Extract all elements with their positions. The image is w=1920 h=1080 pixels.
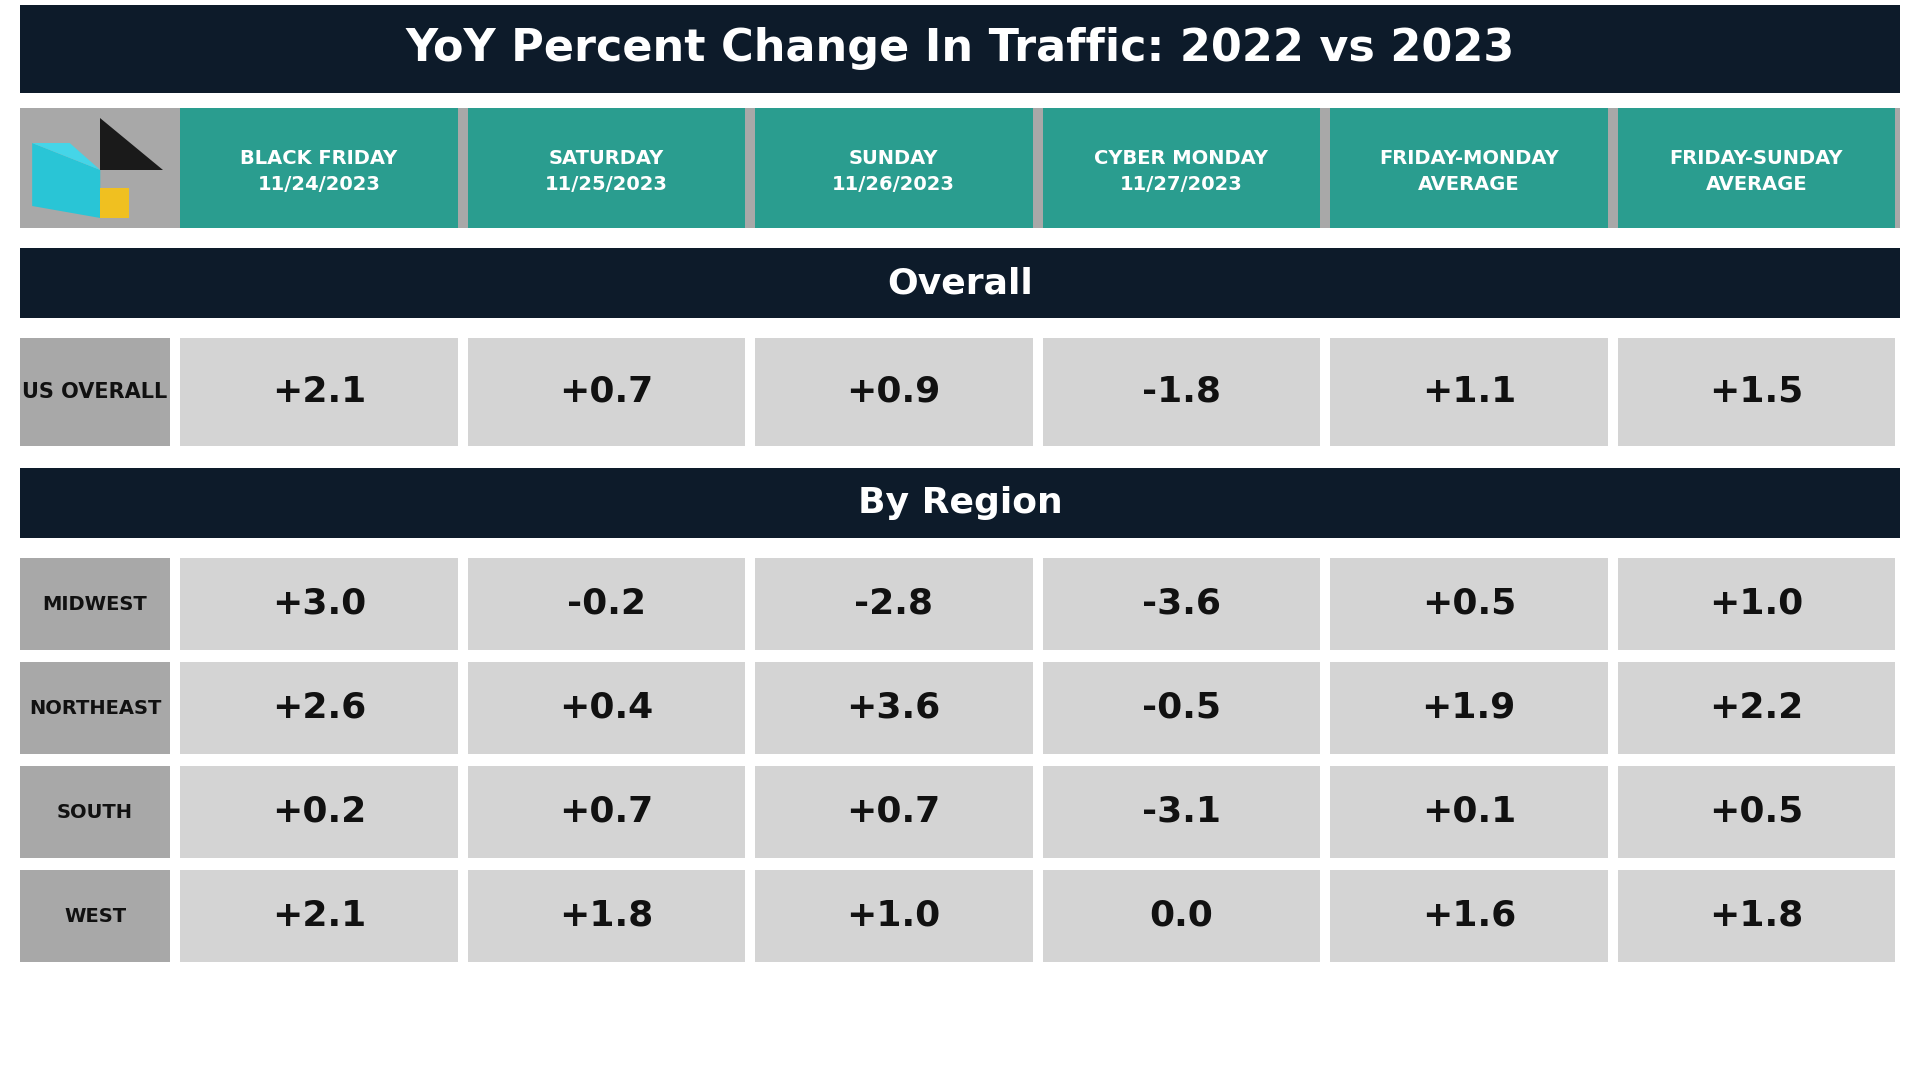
Text: +1.1: +1.1 <box>1421 375 1517 409</box>
Text: +1.8: +1.8 <box>1709 899 1803 933</box>
Bar <box>180 662 457 754</box>
Text: MIDWEST: MIDWEST <box>42 594 148 613</box>
Bar <box>467 870 745 962</box>
Polygon shape <box>100 118 163 170</box>
Text: +2.1: +2.1 <box>271 899 367 933</box>
Text: +2.2: +2.2 <box>1709 691 1803 725</box>
Text: SUNDAY: SUNDAY <box>849 148 939 167</box>
Text: -3.6: -3.6 <box>1142 588 1221 621</box>
Text: +0.7: +0.7 <box>847 795 941 829</box>
Text: +2.1: +2.1 <box>271 375 367 409</box>
Text: +0.4: +0.4 <box>559 691 653 725</box>
Bar <box>1617 108 1895 228</box>
Bar <box>1043 870 1321 962</box>
Text: +1.0: +1.0 <box>847 899 941 933</box>
Bar <box>1617 338 1895 446</box>
Bar <box>755 338 1033 446</box>
Bar <box>467 766 745 858</box>
Bar <box>19 558 171 650</box>
Bar <box>1043 558 1321 650</box>
Text: WEST: WEST <box>63 906 127 926</box>
Bar <box>1617 766 1895 858</box>
Bar <box>467 338 745 446</box>
Text: BLACK FRIDAY: BLACK FRIDAY <box>240 148 397 167</box>
Bar <box>1043 338 1321 446</box>
Bar <box>1043 662 1321 754</box>
Text: +3.6: +3.6 <box>847 691 941 725</box>
Text: Overall: Overall <box>887 266 1033 300</box>
Bar <box>1331 108 1607 228</box>
Bar <box>19 870 171 962</box>
Polygon shape <box>100 188 129 218</box>
Bar <box>467 108 745 228</box>
Bar <box>1043 108 1321 228</box>
Text: +1.5: +1.5 <box>1709 375 1803 409</box>
Text: -0.2: -0.2 <box>566 588 645 621</box>
Text: +1.0: +1.0 <box>1709 588 1803 621</box>
Text: -0.5: -0.5 <box>1142 691 1221 725</box>
Bar <box>19 338 171 446</box>
Bar <box>1331 766 1607 858</box>
Bar <box>19 468 1901 538</box>
Text: 11/25/2023: 11/25/2023 <box>545 175 668 193</box>
Text: +0.9: +0.9 <box>847 375 941 409</box>
Text: +1.9: +1.9 <box>1421 691 1517 725</box>
Bar <box>755 558 1033 650</box>
Bar <box>1331 870 1607 962</box>
Text: +3.0: +3.0 <box>271 588 367 621</box>
Text: 0.0: 0.0 <box>1150 899 1213 933</box>
Text: +1.6: +1.6 <box>1421 899 1517 933</box>
Bar <box>180 108 457 228</box>
Text: +0.5: +0.5 <box>1421 588 1517 621</box>
Bar <box>1331 338 1607 446</box>
Text: CYBER MONDAY: CYBER MONDAY <box>1094 148 1269 167</box>
Text: +0.1: +0.1 <box>1421 795 1517 829</box>
Text: FRIDAY-MONDAY: FRIDAY-MONDAY <box>1379 148 1559 167</box>
Text: FRIDAY-SUNDAY: FRIDAY-SUNDAY <box>1670 148 1843 167</box>
Bar <box>755 108 1033 228</box>
Text: +0.5: +0.5 <box>1709 795 1803 829</box>
Bar <box>19 662 171 754</box>
Bar <box>19 108 1901 228</box>
Bar <box>180 558 457 650</box>
Bar <box>1617 662 1895 754</box>
Bar <box>467 558 745 650</box>
Bar <box>755 766 1033 858</box>
Text: US OVERALL: US OVERALL <box>23 382 167 402</box>
Bar <box>19 5 1901 93</box>
Bar <box>180 766 457 858</box>
Text: +2.6: +2.6 <box>271 691 367 725</box>
Bar <box>755 870 1033 962</box>
Text: YoY Percent Change In Traffic: 2022 vs 2023: YoY Percent Change In Traffic: 2022 vs 2… <box>405 27 1515 70</box>
Text: -3.1: -3.1 <box>1142 795 1221 829</box>
Bar <box>1331 558 1607 650</box>
Text: 11/26/2023: 11/26/2023 <box>831 175 954 193</box>
Bar <box>1043 766 1321 858</box>
Text: +0.7: +0.7 <box>559 795 653 829</box>
Bar <box>1331 662 1607 754</box>
Bar <box>1617 870 1895 962</box>
Text: AVERAGE: AVERAGE <box>1419 175 1519 193</box>
Polygon shape <box>33 143 100 218</box>
Bar <box>19 248 1901 318</box>
Text: 11/24/2023: 11/24/2023 <box>257 175 380 193</box>
Text: +0.2: +0.2 <box>271 795 367 829</box>
Text: By Region: By Region <box>858 486 1062 519</box>
Text: -2.8: -2.8 <box>854 588 933 621</box>
Bar <box>467 662 745 754</box>
Bar <box>19 766 171 858</box>
Text: 11/27/2023: 11/27/2023 <box>1119 175 1242 193</box>
Bar <box>755 662 1033 754</box>
Bar <box>180 870 457 962</box>
Text: +0.7: +0.7 <box>559 375 653 409</box>
Text: +1.8: +1.8 <box>559 899 653 933</box>
Text: SATURDAY: SATURDAY <box>549 148 664 167</box>
Text: NORTHEAST: NORTHEAST <box>29 699 161 717</box>
Bar <box>1617 558 1895 650</box>
Text: SOUTH: SOUTH <box>58 802 132 822</box>
Polygon shape <box>33 143 100 170</box>
Bar <box>180 338 457 446</box>
Text: -1.8: -1.8 <box>1142 375 1221 409</box>
Text: AVERAGE: AVERAGE <box>1705 175 1807 193</box>
